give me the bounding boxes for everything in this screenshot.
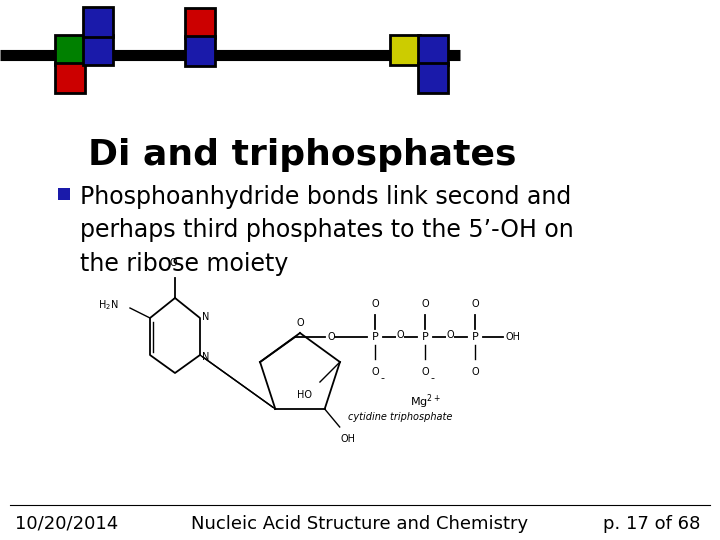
Bar	[83, 35, 113, 65]
Text: Nucleic Acid Structure and Chemistry: Nucleic Acid Structure and Chemistry	[192, 515, 528, 533]
Text: HO: HO	[297, 390, 312, 400]
Text: N: N	[202, 312, 210, 322]
Text: O: O	[472, 299, 479, 309]
Text: P: P	[472, 332, 478, 342]
Text: -: -	[380, 373, 384, 383]
Text: O: O	[421, 367, 429, 377]
Text: P: P	[422, 332, 428, 342]
Text: 10/20/2014: 10/20/2014	[15, 515, 118, 533]
Bar	[390, 35, 420, 65]
Text: H$_2$N: H$_2$N	[97, 298, 118, 312]
Text: -: -	[430, 373, 434, 383]
Text: cytidine triphosphate: cytidine triphosphate	[348, 412, 452, 422]
Text: Mg$^{2+}$: Mg$^{2+}$	[410, 392, 441, 410]
Bar	[83, 7, 113, 37]
Bar	[58, 188, 70, 200]
Text: O: O	[472, 367, 479, 377]
Text: O: O	[327, 332, 335, 342]
Text: p. 17 of 68: p. 17 of 68	[603, 515, 700, 533]
Text: Di and triphosphates: Di and triphosphates	[88, 138, 516, 172]
Text: OH: OH	[341, 434, 356, 444]
Text: OH: OH	[505, 332, 520, 342]
Bar	[185, 8, 215, 38]
Bar	[185, 36, 215, 66]
Bar	[55, 63, 85, 93]
Bar	[418, 63, 448, 93]
Text: P: P	[372, 332, 379, 342]
Text: O: O	[372, 299, 379, 309]
Bar	[418, 35, 448, 65]
Text: Phosphoanhydride bonds link second and
perhaps third phosphates to the 5’-OH on
: Phosphoanhydride bonds link second and p…	[80, 185, 574, 276]
Text: O: O	[296, 318, 304, 328]
Text: O: O	[372, 367, 379, 377]
Text: O: O	[169, 258, 177, 268]
Bar	[55, 35, 85, 65]
Text: N: N	[202, 352, 210, 362]
Text: O: O	[396, 330, 404, 340]
Text: O: O	[421, 299, 429, 309]
Text: O: O	[446, 330, 454, 340]
